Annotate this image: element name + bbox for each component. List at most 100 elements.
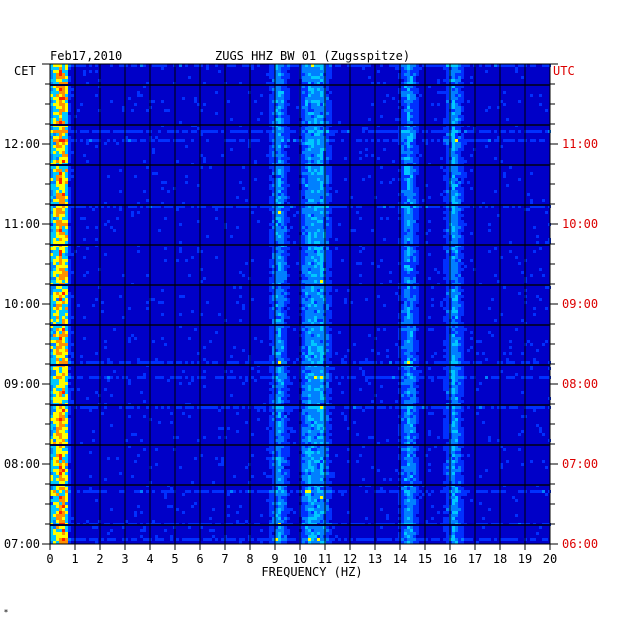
spectrogram-cell [455,199,458,202]
spectrogram-cell [326,262,329,265]
spectrogram-cell [308,79,311,82]
spectrogram-cell [287,64,290,67]
spectrogram-cell [269,178,272,181]
spectrogram-cell [65,202,68,205]
spectrogram-cell [68,136,71,139]
spectrogram-cell [335,205,338,208]
spectrogram-cell [458,220,461,223]
spectrogram-cell [53,250,56,253]
spectrogram-cell [455,211,458,214]
spectrogram-cell [302,178,305,181]
spectrogram-cell [176,205,179,208]
spectrogram-cell [377,205,380,208]
spectrogram-cell [392,376,395,379]
spectrogram-cell [410,370,413,373]
spectrogram-cell [413,85,416,88]
spectrogram-cell [407,211,410,214]
spectrogram-cell [308,343,311,346]
spectrogram-cell [53,175,56,178]
spectrogram-cell [242,349,245,352]
spectrogram-cell [53,118,56,121]
spectrogram-cell [56,184,59,187]
spectrogram-cell [62,79,65,82]
spectrogram-cell [284,82,287,85]
spectrogram-cell [326,280,329,283]
spectrogram-cell [203,103,206,106]
spectrogram-cell [371,349,374,352]
spectrogram-cell [272,385,275,388]
spectrogram-cell [284,328,287,331]
spectrogram-cell [176,130,179,133]
spectrogram-cell [62,280,65,283]
spectrogram-cell [533,64,536,67]
spectrogram-cell [89,205,92,208]
spectrogram-cell [272,352,275,355]
spectrogram-cell [311,346,314,349]
spectrogram-cell [452,337,455,340]
spectrogram-cell [452,133,455,136]
spectrogram-cell [512,205,515,208]
spectrogram-cell [65,208,68,211]
spectrogram-cell [416,115,419,118]
spectrogram-cell [275,316,278,319]
spectrogram-cell [413,382,416,385]
spectrogram-cell [56,325,59,328]
spectrogram-cell [302,121,305,124]
spectrogram-cell [494,157,497,160]
spectrogram-cell [404,349,407,352]
spectrogram-cell [413,319,416,322]
spectrogram-cell [407,100,410,103]
spectrogram-cell [308,331,311,334]
spectrogram-cell [317,370,320,373]
spectrogram-cell [152,64,155,67]
spectrogram-cell [320,136,323,139]
spectrogram-cell [65,118,68,121]
spectrogram-cell [515,328,518,331]
spectrogram-cell [326,187,329,190]
spectrogram-cell [401,388,404,391]
spectrogram-cell [326,346,329,349]
spectrogram-cell [407,112,410,115]
spectrogram-cell [407,148,410,151]
spectrogram-cell [401,325,404,328]
spectrogram-cell [482,130,485,133]
spectrogram-cell [308,247,311,250]
spectrogram-cell [443,196,446,199]
spectrogram-cell [269,94,272,97]
spectrogram-cell [119,361,122,364]
spectrogram-cell [281,184,284,187]
spectrogram-cell [311,316,314,319]
spectrogram-cell [269,175,272,178]
spectrogram-cell [278,307,281,310]
spectrogram-cell [410,100,413,103]
spectrogram-cell [311,286,314,289]
spectrogram-cell [68,322,71,325]
spectrogram-cell [281,295,284,298]
spectrogram-cell [284,160,287,163]
spectrogram-cell [278,361,281,364]
spectrogram-cell [311,88,314,91]
spectrogram-cell [401,382,404,385]
spectrogram-cell [281,343,284,346]
spectrogram-cell [293,328,296,331]
spectrogram-cell [458,79,461,82]
spectrogram-cell [62,145,65,148]
spectrogram-cell [104,130,107,133]
spectrogram-cell [317,388,320,391]
spectrogram-cell [68,310,71,313]
spectrogram-cell [455,298,458,301]
spectrogram-cell [407,139,410,142]
spectrogram-cell [275,148,278,151]
spectrogram-cell [509,64,512,67]
spectrogram-cell [281,220,284,223]
spectrogram-cell [485,64,488,67]
spectrogram-cell [326,97,329,100]
spectrogram-cell [269,289,272,292]
spectrogram-cell [65,250,68,253]
spectrogram-cell [467,205,470,208]
spectrogram-cell [467,361,470,364]
spectrogram-cell [458,64,461,67]
spectrogram-cell [242,187,245,190]
spectrogram-cell [62,292,65,295]
